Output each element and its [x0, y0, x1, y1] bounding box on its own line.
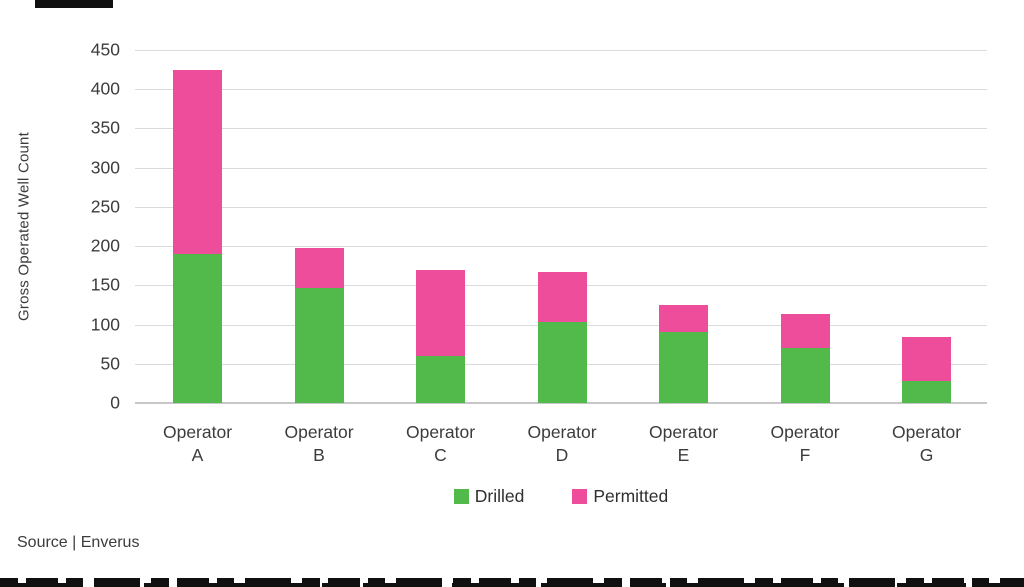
y-tick-label-100: 100: [90, 314, 120, 335]
x-tick-label-operator-c: Operator C: [405, 422, 476, 465]
bar-segment-drilled-operator-e: [659, 332, 708, 403]
cropped-content-artifact-bottom: [0, 578, 1024, 587]
legend: Drilled Permitted: [135, 485, 987, 507]
y-tick-label-0: 0: [110, 392, 120, 413]
gridline-450: [135, 50, 987, 51]
y-axis-tick-labels: 0 50 100 150 200 250 300 350 400 450: [0, 40, 120, 413]
x-tick-label-operator-f: Operator F: [770, 422, 840, 465]
y-tick-label-300: 300: [90, 157, 120, 178]
bar-segment-permitted-operator-f: [780, 314, 830, 349]
legend-label-permitted: Permitted: [593, 485, 669, 506]
bar-segment-permitted-operator-g: [902, 337, 951, 382]
legend-swatch-drilled: [453, 488, 469, 504]
bar-segment-drilled-operator-f: [780, 348, 830, 403]
bar-segment-permitted-operator-d: [537, 272, 587, 323]
plot-area: [135, 50, 987, 404]
gridline-400: [135, 89, 987, 91]
legend-item-permitted: Permitted: [572, 486, 668, 507]
y-tick-label-450: 450: [90, 39, 120, 60]
bar-segment-drilled-operator-a: [173, 253, 222, 403]
cropped-content-artifact-top: [35, 0, 113, 8]
legend-item-drilled: Drilled: [453, 485, 525, 507]
legend-swatch-permitted: [572, 488, 588, 504]
x-tick-label-operator-b: Operator B: [284, 422, 354, 465]
x-tick-label-operator-e: Operator E: [648, 422, 719, 465]
bar-segment-drilled-operator-b: [294, 287, 344, 403]
bar-segment-drilled-operator-d: [537, 322, 587, 403]
bar-segment-permitted-operator-e: [659, 304, 708, 333]
x-axis-line: [135, 402, 987, 404]
bar-segment-permitted-operator-c: [416, 270, 465, 356]
bar-segment-permitted-operator-b: [294, 248, 344, 288]
bar-segment-drilled-operator-c: [416, 355, 465, 403]
x-tick-label-operator-g: Operator G: [891, 422, 962, 465]
gridline-200: [135, 246, 987, 248]
y-tick-label-150: 150: [90, 274, 120, 295]
y-tick-label-350: 350: [90, 117, 120, 138]
x-axis-labels: Operator A Operator B Operator C Operator D Oper…: [0, 421, 1024, 471]
y-tick-label-400: 400: [90, 78, 120, 99]
gridline-350: [135, 128, 987, 130]
y-tick-label-200: 200: [90, 235, 120, 256]
y-tick-label-50: 50: [100, 353, 120, 374]
gridline-250: [135, 206, 987, 208]
bar-segment-drilled-operator-g: [902, 381, 951, 403]
x-tick-label-operator-a: Operator A: [162, 422, 233, 465]
source-note: Source | Enverus: [17, 534, 140, 551]
y-tick-label-250: 250: [90, 196, 120, 217]
bar-segment-permitted-operator-a: [173, 69, 222, 254]
x-tick-label-operator-d: Operator D: [527, 422, 597, 465]
legend-label-drilled: Drilled: [474, 485, 525, 506]
gridline-300: [135, 167, 987, 169]
